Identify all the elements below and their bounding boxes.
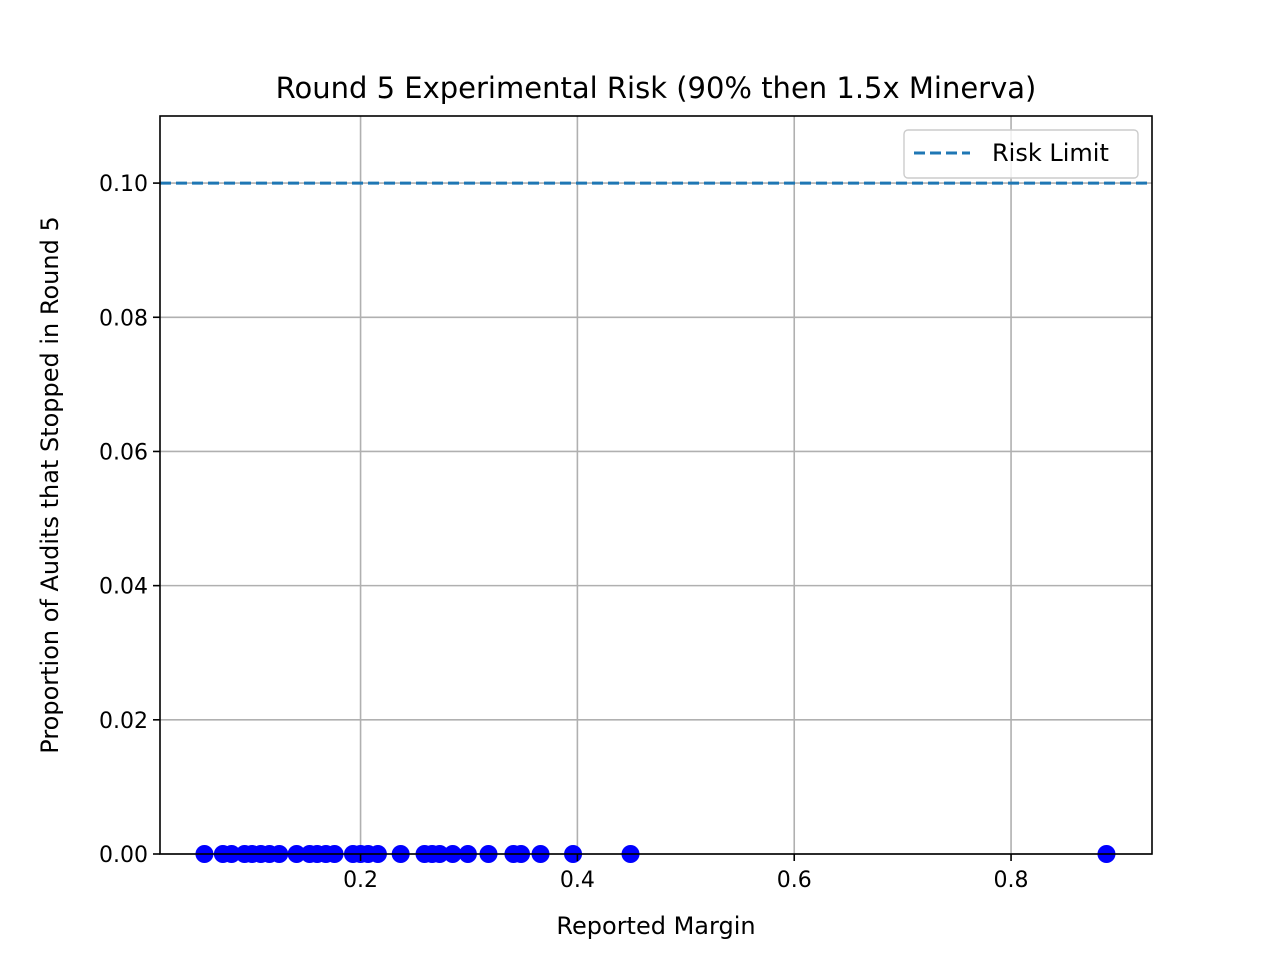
y-tick-label: 0.10: [99, 172, 148, 197]
grid: [160, 116, 1152, 855]
x-tick-label: 0.6: [777, 868, 812, 893]
x-axis-ticks: 0.2 0.4 0.6 0.8: [343, 854, 1029, 893]
y-tick-label: 0.06: [99, 440, 148, 465]
y-axis-ticks: 0.00 0.02 0.04 0.06 0.08 0.10: [99, 172, 160, 868]
plot-frame: [159, 115, 1153, 855]
y-tick-label: 0.08: [99, 306, 148, 331]
y-axis-label: Proportion of Audits that Stopped in Rou…: [36, 216, 64, 753]
x-tick-label: 0.8: [994, 868, 1029, 893]
y-tick-label: 0.00: [99, 843, 148, 868]
chart-title: Round 5 Experimental Risk (90% then 1.5x…: [276, 71, 1037, 105]
x-tick-label: 0.4: [560, 868, 595, 893]
y-tick-label: 0.02: [99, 709, 148, 734]
x-tick-label: 0.2: [343, 868, 378, 893]
x-axis-label: Reported Margin: [556, 912, 755, 940]
legend-label-risk-limit: Risk Limit: [992, 139, 1109, 167]
y-tick-label: 0.04: [99, 575, 148, 600]
legend: Risk Limit: [903, 129, 1139, 179]
legend-box: [903, 129, 1139, 179]
